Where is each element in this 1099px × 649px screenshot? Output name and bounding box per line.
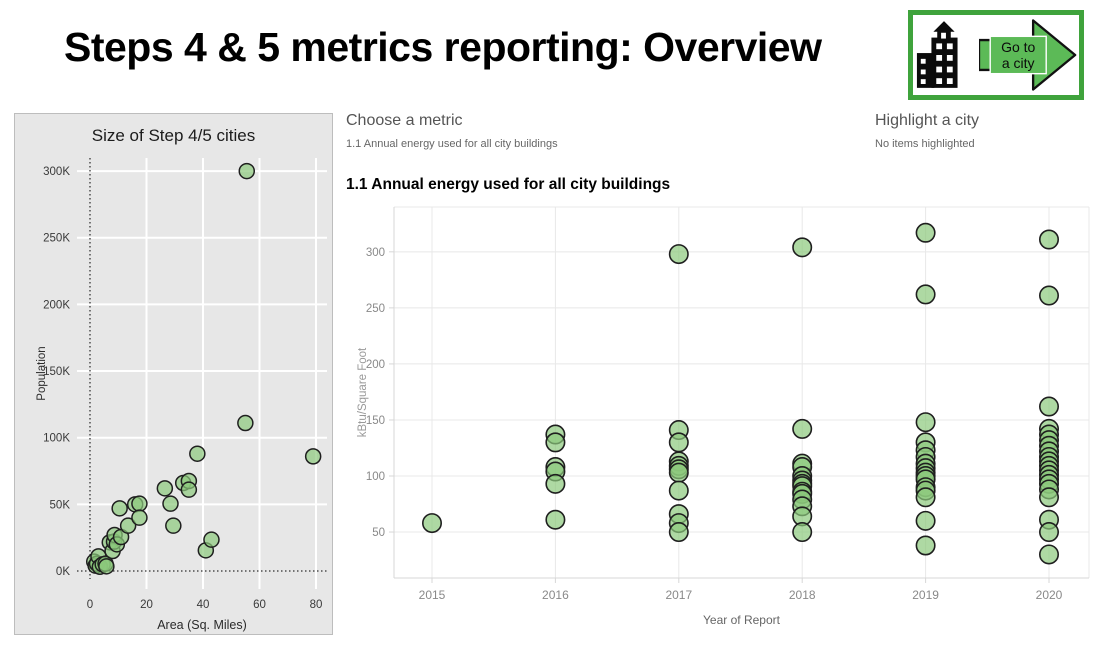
page-title: Steps 4 & 5 metrics reporting: Overview	[64, 24, 822, 70]
data-point[interactable]	[545, 473, 566, 494]
plot-frame	[389, 206, 1090, 583]
svg-text:250: 250	[366, 303, 385, 315]
building-icon	[916, 21, 958, 88]
data-point[interactable]	[203, 531, 220, 548]
data-point[interactable]	[131, 509, 148, 526]
data-point[interactable]	[119, 517, 137, 534]
data-points	[422, 222, 1059, 565]
svg-text:0: 0	[87, 599, 93, 611]
size-chart-title: Size of Step 4/5 cities	[91, 126, 256, 145]
data-point[interactable]	[156, 480, 174, 497]
data-point[interactable]	[98, 558, 115, 575]
data-point[interactable]	[915, 412, 936, 433]
data-point[interactable]	[1038, 522, 1059, 543]
go-to-city-button[interactable]: Go to a city	[908, 10, 1084, 100]
svg-text:100: 100	[366, 471, 385, 483]
svg-text:50K: 50K	[50, 499, 71, 511]
svg-text:40: 40	[197, 599, 210, 611]
data-point[interactable]	[304, 448, 322, 465]
x-axis-tick-labels: 0 20 40 60 80	[87, 599, 323, 611]
size-of-cities-chart-card: 0K 50K 100K 150K 200K 250K 300K 0 20 40 60 80 Area (…	[14, 113, 333, 635]
data-point[interactable]	[1038, 229, 1059, 250]
x-axis-tick-labels: 2015 2016 2017 2018 2019 2020	[419, 588, 1063, 602]
data-point[interactable]	[668, 244, 689, 265]
data-point[interactable]	[1038, 544, 1059, 565]
go-to-city-label-line1: Go to	[1001, 39, 1035, 55]
data-points	[85, 162, 322, 575]
data-point[interactable]	[422, 513, 443, 534]
data-point[interactable]	[668, 462, 689, 483]
data-point[interactable]	[915, 510, 936, 531]
data-point[interactable]	[131, 495, 148, 512]
data-point[interactable]	[1038, 396, 1059, 417]
data-point[interactable]	[545, 509, 566, 530]
highlight-city-label: Highlight a city	[875, 112, 980, 129]
svg-text:80: 80	[310, 599, 323, 611]
data-point[interactable]	[162, 495, 179, 512]
data-point[interactable]	[915, 535, 936, 556]
data-point[interactable]	[792, 418, 813, 439]
y-axis-title: Population	[36, 346, 48, 400]
data-point[interactable]	[165, 517, 182, 534]
data-point[interactable]	[180, 481, 198, 498]
go-to-city-label-line2: a city	[1002, 55, 1035, 71]
svg-text:2017: 2017	[665, 588, 692, 602]
data-point[interactable]	[1038, 285, 1059, 306]
data-point[interactable]	[238, 162, 256, 180]
y-axis-tick-labels: 0K 50K 100K 150K 200K 250K 300K	[43, 166, 70, 578]
svg-text:150K: 150K	[43, 366, 70, 378]
data-point[interactable]	[915, 222, 936, 243]
data-point[interactable]	[792, 522, 813, 543]
svg-text:250K: 250K	[43, 233, 70, 245]
svg-text:300: 300	[366, 247, 385, 259]
data-point[interactable]	[915, 284, 936, 305]
svg-text:100K: 100K	[43, 433, 70, 445]
go-to-city-arrow-icon: Go to a city	[979, 19, 1077, 91]
y-axis-tick-labels: 50 100 150 200 250 300	[366, 247, 385, 539]
data-point[interactable]	[111, 500, 128, 517]
data-point[interactable]	[792, 237, 813, 258]
svg-text:20: 20	[140, 599, 153, 611]
energy-scatter-chart[interactable]: 50 100 150 200 250 300 2015 2016 2017 2018 2019 202…	[346, 200, 1093, 649]
svg-text:2016: 2016	[542, 588, 569, 602]
highlight-city-status[interactable]: No items highlighted	[875, 138, 975, 150]
svg-text:2015: 2015	[419, 588, 446, 602]
svg-text:2019: 2019	[912, 588, 939, 602]
size-scatter-chart[interactable]: 0K 50K 100K 150K 200K 250K 300K 0 20 40 60 80 Area (…	[15, 114, 332, 634]
y-axis-title: kBtu/Square Foot	[357, 347, 369, 437]
x-axis-title: Year of Report	[703, 613, 781, 627]
data-point[interactable]	[668, 522, 689, 543]
gridlines	[394, 207, 1089, 578]
choose-metric-value[interactable]: 1.1 Annual energy used for all city buil…	[346, 138, 558, 150]
svg-text:300K: 300K	[43, 166, 70, 178]
data-point[interactable]	[1038, 487, 1059, 508]
svg-text:60: 60	[253, 599, 266, 611]
data-point[interactable]	[237, 414, 254, 432]
svg-text:0K: 0K	[56, 566, 70, 578]
svg-text:2018: 2018	[789, 588, 816, 602]
svg-text:200K: 200K	[43, 299, 70, 311]
data-point[interactable]	[915, 487, 936, 508]
zero-lines	[77, 158, 327, 580]
gridlines	[77, 158, 327, 589]
data-point[interactable]	[668, 432, 689, 453]
x-axis-title: Area (Sq. Miles)	[157, 618, 247, 632]
svg-text:200: 200	[366, 359, 385, 371]
choose-metric-label: Choose a metric	[346, 112, 463, 129]
data-point[interactable]	[545, 432, 566, 453]
data-point[interactable]	[189, 445, 206, 462]
svg-text:2020: 2020	[1036, 588, 1063, 602]
svg-text:50: 50	[372, 527, 385, 539]
energy-chart-title: 1.1 Annual energy used for all city buil…	[346, 176, 671, 193]
data-point[interactable]	[668, 480, 689, 501]
svg-text:150: 150	[366, 415, 385, 427]
